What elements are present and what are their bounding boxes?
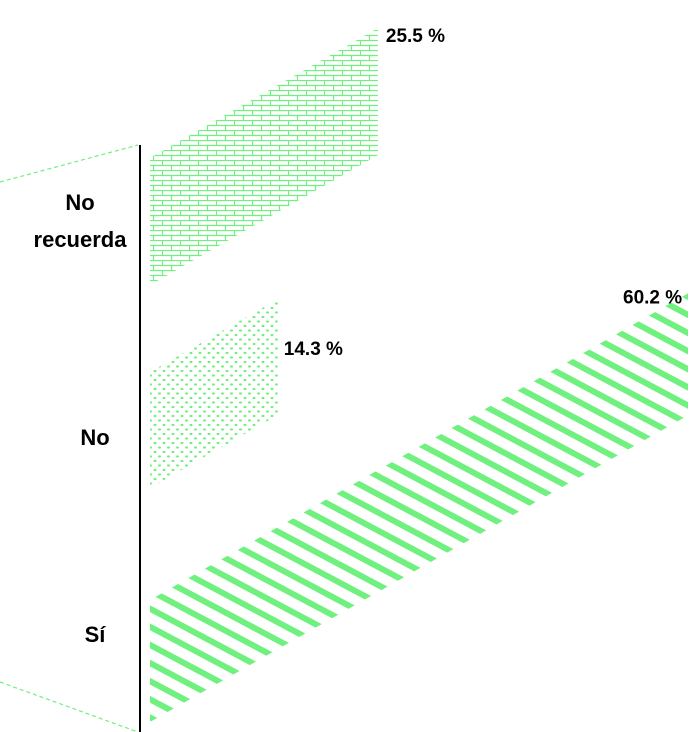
category-label-no: No (80, 425, 109, 450)
category-label-si: Sí (85, 622, 107, 647)
bar-no-recuerda (150, 28, 378, 286)
perspective-guide-top (0, 144, 139, 183)
value-label-no-recuerda: 25.5 % (386, 26, 445, 47)
category-labels-group: No recuerda No Sí (34, 190, 128, 647)
perspective-guide-bottom (0, 681, 139, 732)
value-labels-group: 25.5 % 14.3 % 60.2 % (284, 26, 682, 360)
bars-group (150, 28, 688, 722)
value-label-si: 60.2 % (623, 287, 682, 308)
value-label-no: 14.3 % (284, 339, 343, 360)
bar-no (150, 299, 278, 488)
category-label-no-recuerda: No recuerda (34, 190, 128, 252)
bar-si (150, 293, 688, 722)
